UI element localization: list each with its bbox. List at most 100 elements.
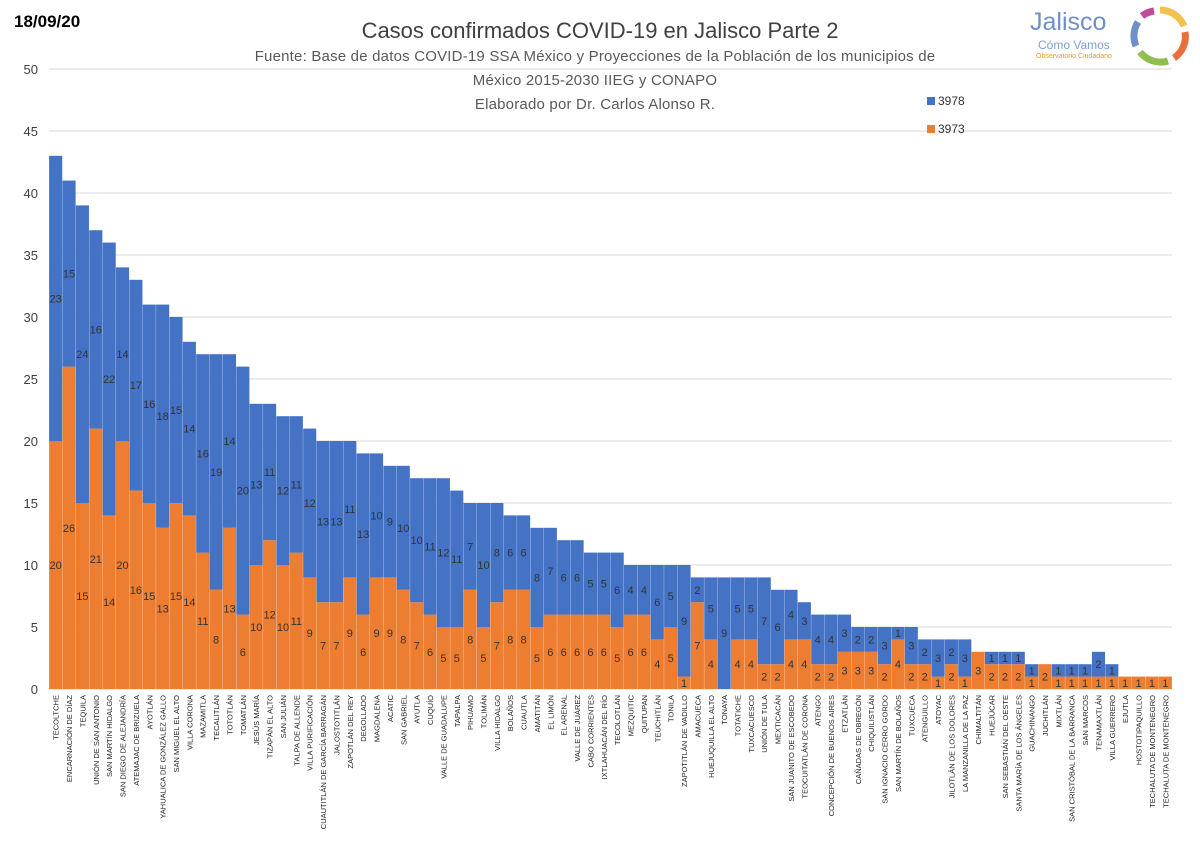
x-tick-label-40: CABO CORRIENTES	[586, 695, 595, 768]
bar-3978-47	[677, 565, 691, 677]
value-label-3973-45: 4	[654, 659, 660, 671]
value-label-3973-49: 4	[708, 659, 714, 671]
bar-3978-5	[115, 267, 130, 441]
value-label-3978-62: 3	[882, 641, 888, 653]
x-tick-label-21: JALOSTOTITLÁN	[332, 695, 341, 755]
value-label-3973-70: 2	[988, 672, 994, 684]
value-label-3978-55: 4	[788, 610, 794, 622]
bar-3978-40	[583, 552, 597, 615]
bar-3978-18	[289, 416, 303, 553]
bar-3978-73	[1025, 664, 1039, 677]
value-label-3973-74: 2	[1042, 672, 1048, 684]
x-tick-label-45: TEUCHITLÁN	[653, 695, 662, 742]
bar-3978-42	[610, 552, 624, 627]
value-label-3978-60: 2	[855, 634, 861, 646]
x-tick-label-73: GUACHINANGO	[1028, 695, 1037, 752]
bar-3973-64	[904, 664, 918, 689]
bar-3973-55	[784, 639, 798, 689]
value-label-3978-59: 3	[841, 628, 847, 640]
x-tick-label-18: TALPA DE ALLENDE	[292, 695, 301, 766]
bar-3973-39	[570, 614, 584, 689]
x-tick-label-39: VALLE DE JUÁREZ	[573, 695, 582, 762]
value-label-3973-26: 8	[400, 634, 406, 646]
value-label-3973-34: 8	[507, 634, 513, 646]
value-label-3973-21: 7	[333, 641, 339, 653]
value-label-3978-42: 6	[614, 585, 620, 597]
y-tick-label-5: 5	[31, 620, 38, 635]
value-label-3973-83: 1	[1162, 678, 1168, 690]
value-label-3978-61: 2	[868, 634, 874, 646]
y-axis: 0 5 10 15 20 25 30 35 40 45 50	[24, 62, 38, 697]
value-label-3973-23: 6	[360, 647, 366, 659]
y-tick-label-50: 50	[24, 62, 38, 77]
bar-3978-21	[329, 441, 343, 603]
value-label-3973-38: 6	[561, 647, 567, 659]
bar-3978-0	[49, 155, 63, 442]
bar-3978-50	[717, 577, 731, 689]
x-tick-label-72: SANTA MARÍA DE LOS ÁNGELES	[1014, 695, 1023, 812]
logo-ring-icon	[1130, 6, 1189, 66]
x-tick-label-55: SAN JUANITO DE ESCOBEDO	[787, 695, 796, 802]
bar-3973-20	[316, 602, 330, 689]
x-tick-label-49: HUEJUQUILLA EL ALTO	[707, 695, 716, 778]
value-label-3973-81: 1	[1136, 678, 1142, 690]
date-label: 18/09/20	[14, 12, 81, 31]
value-label-3973-8: 13	[157, 603, 169, 615]
value-label-3978-58: 4	[828, 634, 834, 646]
value-label-3978-33: 8	[494, 548, 500, 560]
value-label-3978-18: 11	[291, 479, 302, 491]
bar-3978-67	[944, 639, 958, 665]
bar-3978-59	[837, 614, 852, 652]
value-label-3978-20: 13	[317, 517, 329, 529]
value-label-3973-37: 6	[547, 647, 553, 659]
value-label-3978-73: 1	[1029, 665, 1035, 677]
value-label-3978-54: 6	[775, 622, 781, 634]
value-label-3978-10: 14	[183, 424, 195, 436]
x-tick-label-32: TOLIMÁN	[479, 695, 488, 728]
bar-3973-4	[102, 515, 116, 689]
y-tick-label-35: 35	[24, 248, 38, 263]
bar-3978-32	[476, 503, 491, 627]
bar-3973-61	[864, 651, 878, 689]
x-tick-label-47: ZAPOTITLÁN DE VADILLO	[680, 695, 689, 787]
y-tick-label-10: 10	[24, 558, 38, 573]
bar-3978-31	[463, 503, 477, 590]
value-label-3978-25: 9	[387, 517, 393, 529]
bar-3978-33	[490, 503, 504, 603]
value-label-3978-13: 14	[223, 436, 235, 448]
value-label-3973-58: 2	[828, 672, 834, 684]
bar-3973-68	[958, 676, 972, 689]
value-label-3978-2: 24	[76, 349, 88, 361]
bar-3973-74	[1038, 664, 1052, 689]
value-label-3973-71: 2	[1002, 672, 1008, 684]
bar-3973-44	[637, 614, 651, 689]
value-label-3978-37: 7	[547, 566, 553, 578]
value-label-3973-80: 1	[1122, 678, 1128, 690]
bar-3978-6	[129, 279, 143, 491]
bar-3973-65	[918, 664, 932, 689]
bar-3973-18	[289, 552, 303, 689]
x-tick-label-56: TEOCUITATLÁN DE CORONA	[800, 695, 809, 798]
x-tick-label-52: TUXCACUESCO	[747, 695, 756, 753]
bar-3973-2	[75, 503, 89, 689]
x-tick-label-34: BOLAÑOS	[506, 695, 515, 731]
bar-3973-71	[998, 664, 1012, 689]
bar-3978-62	[878, 627, 892, 665]
value-label-3973-75: 1	[1055, 678, 1061, 690]
x-tick-label-13: TOTOTLÁN	[225, 695, 234, 735]
x-tick-label-69: CHIMALTITÁN	[974, 695, 983, 744]
x-tick-label-43: MEZQUITIC	[627, 694, 636, 736]
bar-3978-20	[316, 441, 330, 603]
x-tick-label-35: CUAUTLA	[520, 695, 529, 730]
bar-3973-45	[650, 639, 664, 689]
value-label-3973-17: 10	[277, 622, 289, 634]
value-label-3973-6: 16	[130, 585, 142, 597]
bar-3978-15	[249, 403, 263, 565]
value-label-3973-61: 3	[868, 665, 874, 677]
value-label-3973-48: 7	[694, 641, 700, 653]
bar-3973-67	[944, 664, 958, 689]
x-tick-label-74: JUCHITLÁN	[1041, 695, 1050, 736]
value-label-3973-28: 6	[427, 647, 433, 659]
chart-subtitle-line2: México 2015-2030 IIEG y CONAPO	[472, 72, 718, 89]
x-tick-label-68: LA MANZANILLA DE LA PAZ	[961, 695, 970, 792]
